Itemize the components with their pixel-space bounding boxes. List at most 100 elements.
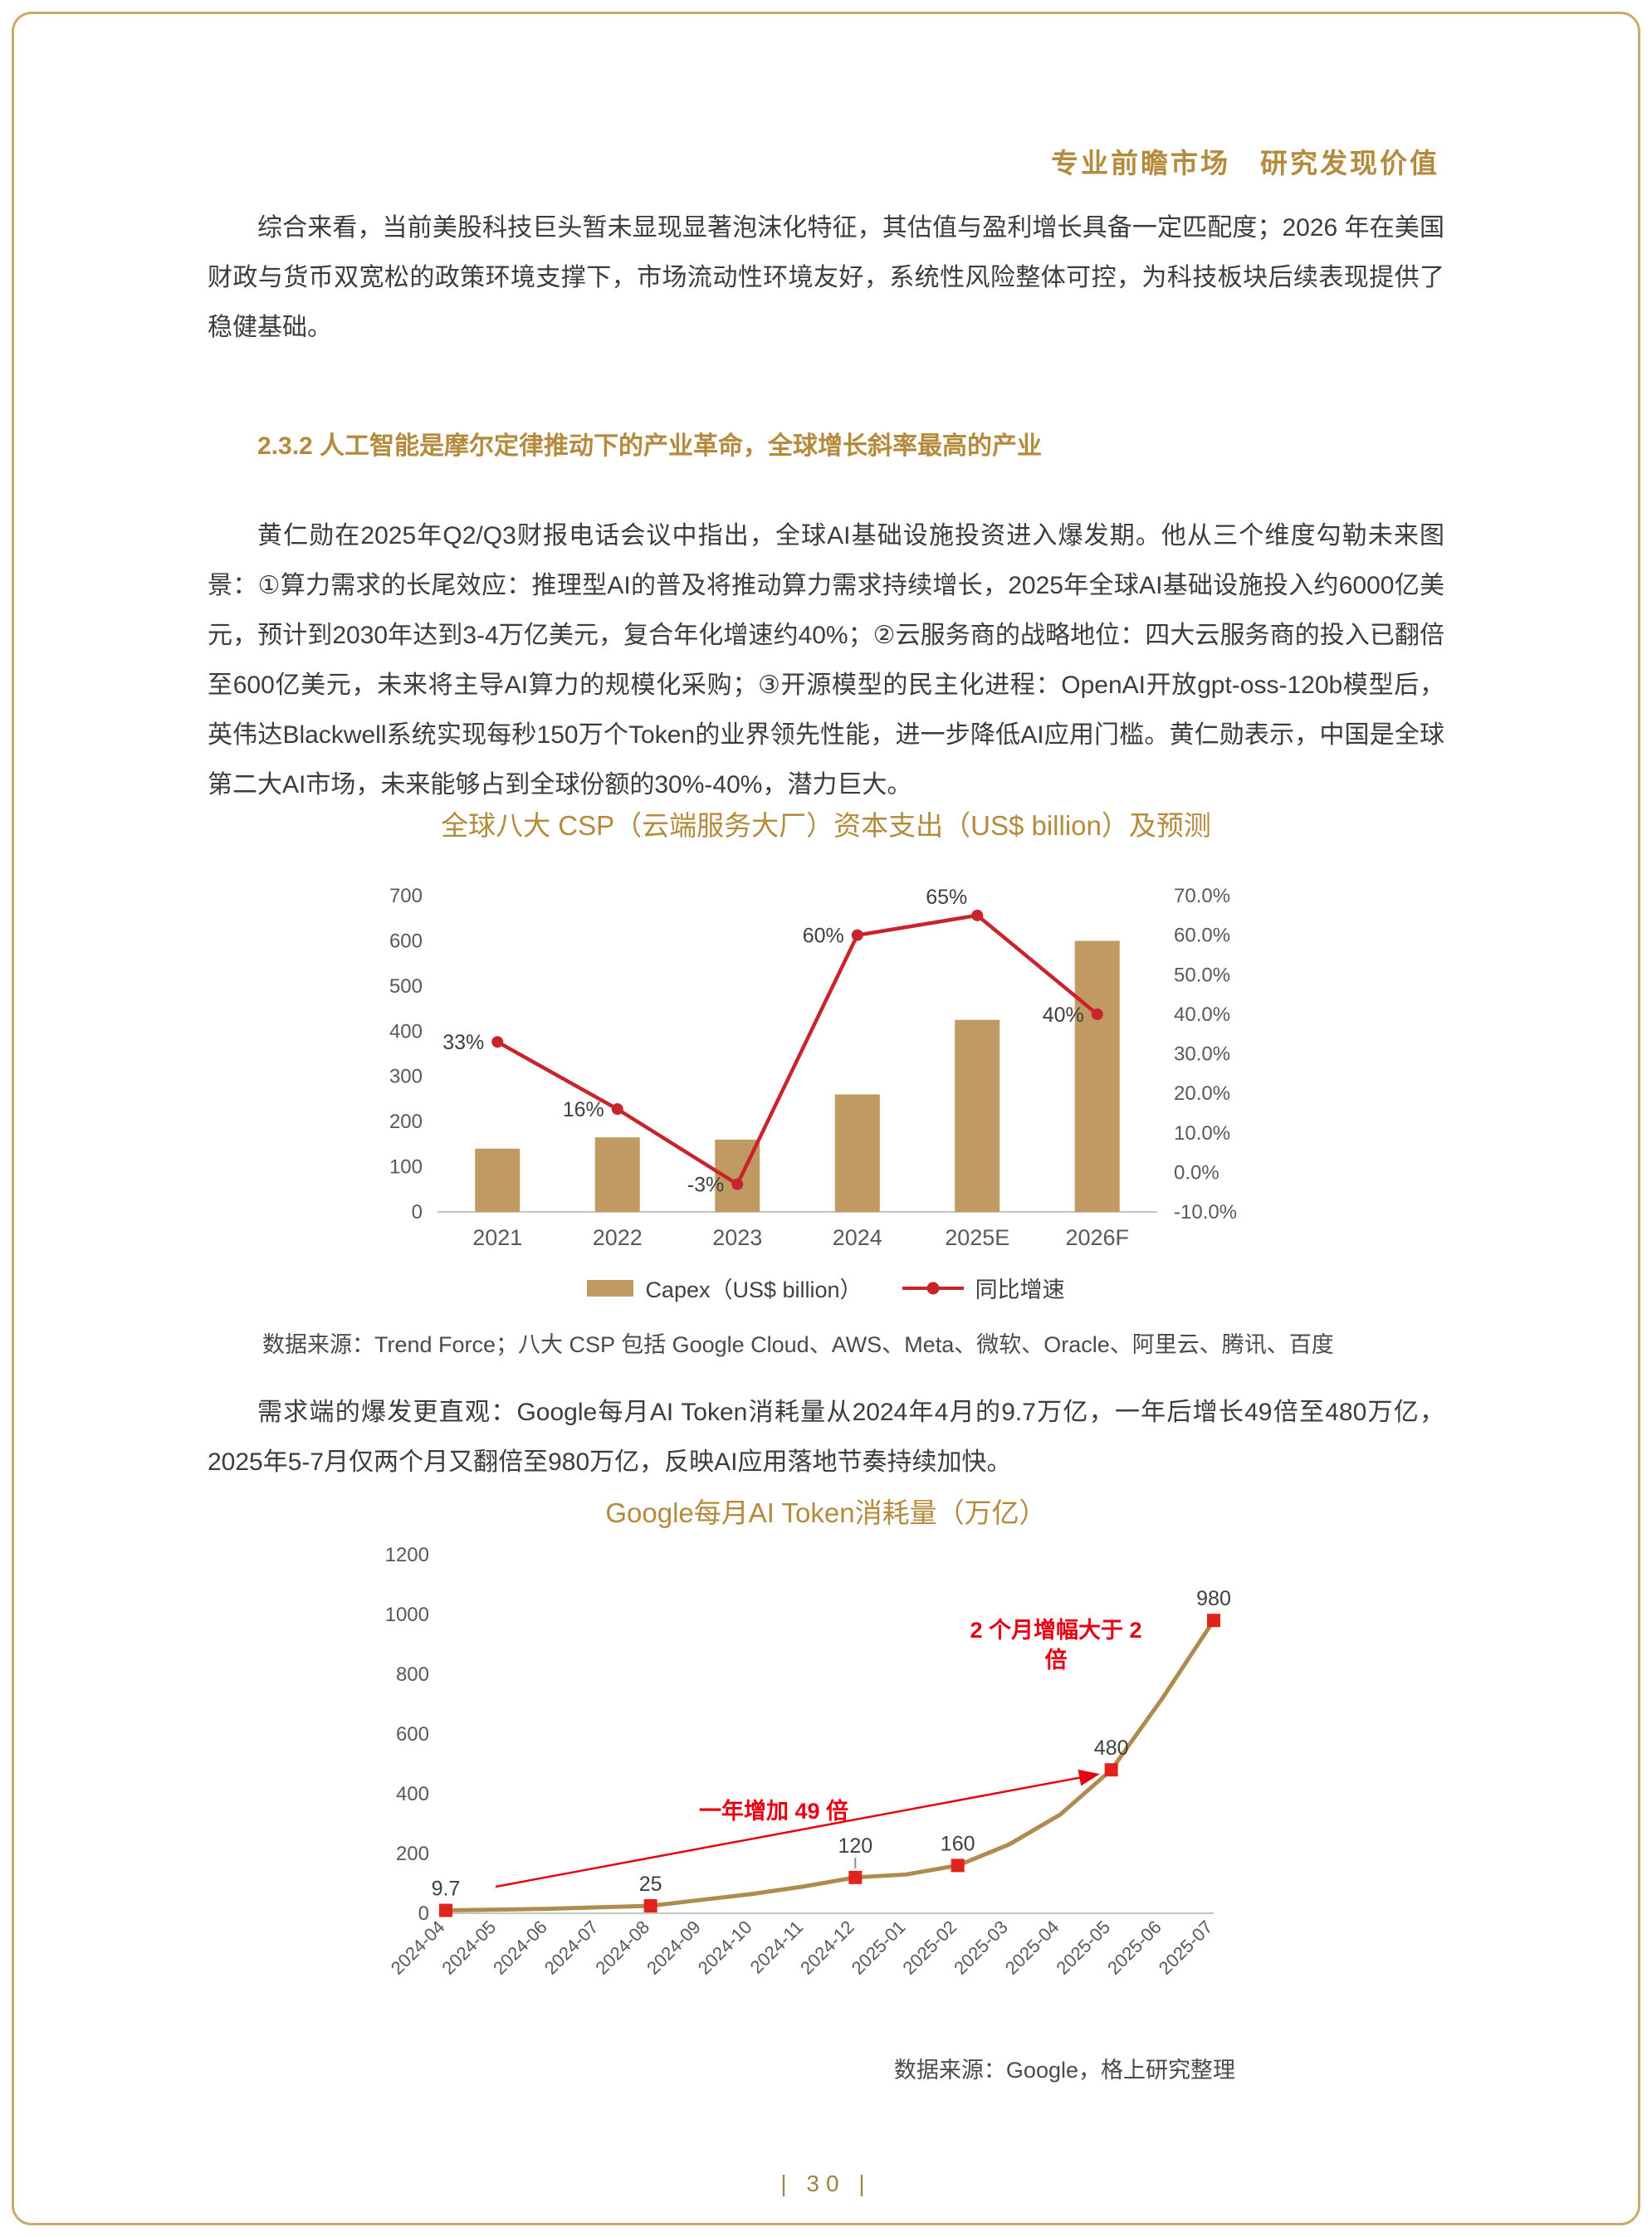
- token-point-label: 25: [639, 1873, 662, 1896]
- annotation-2x: 2 个月增幅大于 2: [970, 1617, 1141, 1643]
- capex-bar: [834, 1094, 880, 1212]
- y-axis-tick: 800: [396, 1663, 429, 1686]
- growth-line: [496, 913, 1099, 1187]
- left-axis-tick: 700: [389, 885, 423, 907]
- right-axis-tick: 50.0%: [1174, 964, 1230, 986]
- month-tick-label: 2025-06: [1103, 1917, 1166, 1979]
- month-tick-label: 2025-04: [1001, 1917, 1063, 1979]
- y-axis-tick: 600: [396, 1723, 429, 1746]
- growth-point: [611, 1103, 623, 1116]
- token-point-marker: [951, 1858, 965, 1873]
- month-tick-label: 2024-07: [540, 1917, 603, 1979]
- y-axis-tick: 200: [396, 1843, 429, 1865]
- csp-capex-chart: 0 100 200 300 400 500 600 700 -10.0% 0.0% 10.0% 20.…: [389, 885, 1237, 1250]
- month-tick-label: 2024-05: [437, 1917, 500, 1979]
- capex-bar: [594, 1137, 640, 1212]
- growth-point-label: 60%: [803, 925, 844, 948]
- left-axis-tick: 500: [389, 975, 423, 998]
- token-chart-source: 数据来源：Google，格上研究整理: [893, 2058, 1235, 2083]
- token-point-label: 9.7: [432, 1878, 461, 1901]
- month-tick-label: 2025-02: [898, 1917, 960, 1979]
- growth-line-legend-dot: [926, 1282, 940, 1294]
- month-tick-label: 2024-12: [796, 1917, 858, 1979]
- paragraph-token-demand: 需求端的爆发更直观：Google每月AI Token消耗量从2024年4月的9.…: [208, 1399, 1444, 1476]
- month-tick-label: 2024-10: [694, 1917, 756, 1979]
- token-chart-title: Google每月AI Token消耗量（万亿）: [605, 1497, 1047, 1528]
- growth-point: [971, 909, 984, 921]
- left-axis-tick: 300: [389, 1066, 423, 1088]
- right-axis-tick: -10.0%: [1174, 1201, 1237, 1224]
- growth-point: [1091, 1008, 1103, 1020]
- annotation-2x: 倍: [1045, 1647, 1068, 1673]
- right-axis-tick: 0.0%: [1174, 1161, 1219, 1184]
- right-axis-tick: 30.0%: [1174, 1043, 1230, 1066]
- token-point-marker: [1104, 1763, 1118, 1777]
- paragraph-market-summary: 综合来看，当前美股科技巨头暂未显现显著泡沫化特征，其估值与盈利增长具备一定匹配度…: [208, 214, 1444, 341]
- month-tick-label: 2024-06: [489, 1917, 551, 1979]
- growth-point-label: -3%: [687, 1174, 724, 1197]
- capex-bar: [475, 1148, 521, 1212]
- page-header-slogan: 专业前瞻市场 研究发现价值: [1051, 148, 1439, 178]
- right-axis-tick: 60.0%: [1174, 925, 1230, 947]
- category-label: 2021: [472, 1225, 522, 1250]
- annotation-49x: 一年增加 49 倍: [699, 1798, 848, 1824]
- month-tick-label: 2025-05: [1052, 1917, 1114, 1979]
- growth-point-label: 33%: [442, 1031, 484, 1054]
- left-axis-tick: 0: [412, 1201, 423, 1224]
- token-line: [445, 1619, 1216, 1913]
- csp-capex-chart-title: 全球八大 CSP（云端服务大厂）资本支出（US$ billion）及预测: [441, 810, 1211, 841]
- csp-chart-legend: Capex（US$ billion） 同比增速: [0, 1272, 1652, 1304]
- month-tick-label: 2025-01: [848, 1917, 910, 1979]
- month-tick-label: 2024-08: [591, 1917, 653, 1979]
- page-number: | 30 |: [780, 2171, 872, 2196]
- left-axis-tick: 600: [389, 930, 423, 952]
- token-point-marker: [848, 1870, 863, 1884]
- page-border-frame: [12, 12, 1640, 2225]
- month-tick-label: 2024-11: [746, 1917, 808, 1978]
- month-tick-label: 2025-07: [1155, 1917, 1217, 1979]
- growth-legend-label: 同比增速: [975, 1277, 1065, 1302]
- month-tick-label: 2025-03: [950, 1917, 1012, 1979]
- token-consumption-chart: 0200400600800100012002024-042024-052024-…: [385, 1544, 1231, 1979]
- month-tick-label: 2024-04: [387, 1917, 449, 1979]
- growth-annotation-arrow: [495, 1769, 1100, 1888]
- y-axis-tick: 400: [396, 1783, 429, 1805]
- capex-legend-label: Capex（US$ billion）: [645, 1277, 863, 1302]
- left-axis-tick: 100: [389, 1156, 423, 1179]
- growth-point-label: 16%: [563, 1098, 604, 1121]
- growth-point-label: 40%: [1043, 1004, 1084, 1027]
- left-axis-tick: 200: [389, 1111, 423, 1133]
- paragraph-huang-renxun: 黄仁勋在2025年Q2/Q3财报电话会议中指出，全球AI基础设施投资进入爆发期。…: [208, 522, 1444, 799]
- token-point-label: 120: [838, 1834, 872, 1858]
- y-axis-tick: 1000: [385, 1604, 429, 1626]
- month-tick-label: 2024-09: [643, 1917, 705, 1979]
- right-axis-tick: 10.0%: [1174, 1122, 1230, 1145]
- growth-point: [491, 1036, 504, 1048]
- category-label: 2024: [833, 1225, 882, 1250]
- token-point-label: 160: [941, 1832, 975, 1855]
- token-point-label: 980: [1196, 1587, 1231, 1610]
- category-label: 2025E: [945, 1225, 1009, 1250]
- csp-chart-source: 数据来源：Trend Force；八大 CSP 包括 Google Cloud、…: [262, 1332, 1334, 1357]
- y-axis-tick: 0: [418, 1902, 429, 1925]
- growth-point-label: 65%: [926, 886, 967, 909]
- right-axis-tick: 70.0%: [1174, 885, 1230, 907]
- right-axis-tick: 20.0%: [1174, 1082, 1230, 1105]
- capex-bar-legend-swatch: [587, 1279, 634, 1297]
- growth-point: [851, 929, 863, 941]
- token-point-label: 480: [1094, 1736, 1129, 1760]
- token-point-marker: [439, 1903, 452, 1917]
- left-axis-tick: 400: [389, 1020, 423, 1043]
- right-axis-tick: 40.0%: [1174, 1004, 1230, 1026]
- growth-point: [731, 1178, 744, 1190]
- capex-bar: [1074, 940, 1120, 1212]
- category-label: 2023: [712, 1225, 762, 1250]
- section-heading-2-3-2: 2.3.2 人工智能是摩尔定律推动下的产业革命，全球增长斜率最高的产业: [257, 432, 1043, 460]
- token-point-marker: [643, 1899, 657, 1912]
- y-axis-tick: 1200: [385, 1544, 429, 1566]
- capex-bar: [955, 1019, 1000, 1212]
- token-point-marker: [1207, 1614, 1220, 1628]
- category-label: 2022: [593, 1225, 643, 1250]
- category-label: 2026F: [1065, 1225, 1129, 1250]
